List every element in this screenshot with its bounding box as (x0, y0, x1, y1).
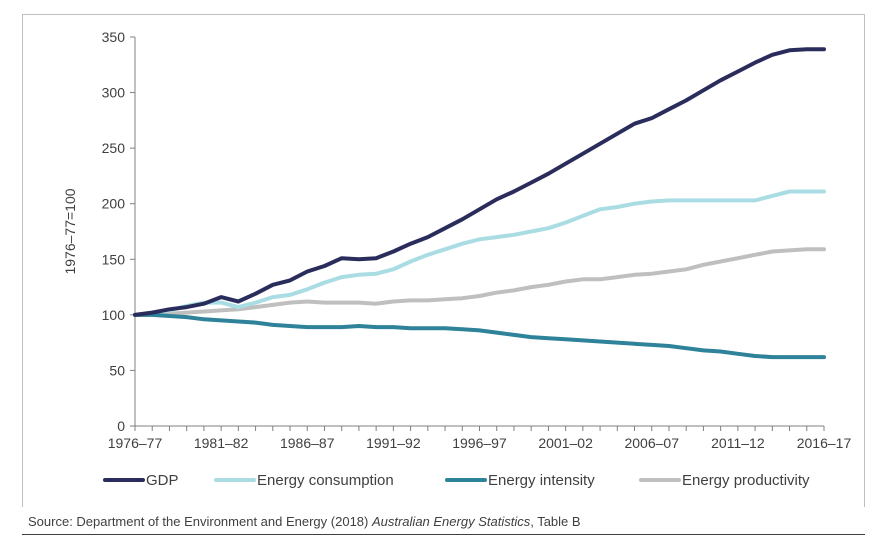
line-chart: 0 50 100 150 200 250 300 350 1976–77 1981–82 1986–… (62, 29, 852, 489)
x-tick-label: 1981–82 (194, 435, 249, 451)
legend-label: Energy intensity (488, 472, 595, 489)
source-note: Source: Department of the Environment an… (28, 514, 581, 529)
y-tick-label: 250 (102, 140, 126, 156)
bottom-rule (22, 534, 865, 535)
y-tick-label: 50 (109, 362, 125, 378)
y-tick-label: 150 (102, 251, 126, 267)
x-tick-label: 2011–12 (711, 435, 765, 451)
y-tick-label: 300 (102, 85, 126, 101)
series-line-gdp (133, 47, 826, 317)
y-tick-label: 200 (102, 196, 126, 212)
x-tick-label: 2001–02 (538, 435, 593, 451)
source-suffix: , Table B (530, 514, 581, 529)
x-tick-label: 1991–92 (366, 435, 421, 451)
x-tick-label: 2016–17 (797, 435, 852, 451)
x-tick-label: 1976–77 (108, 435, 163, 451)
x-tick-label: 1986–87 (280, 435, 335, 451)
source-prefix: Source: Department of the Environment an… (28, 514, 372, 529)
source-title: Australian Energy Statistics (371, 514, 531, 529)
legend-label: GDP (146, 472, 179, 489)
series-line-energy-productivity (133, 247, 826, 317)
y-tick-label: 100 (102, 307, 126, 323)
legend-label: Energy productivity (682, 472, 810, 489)
chart-frame: 0 50 100 150 200 250 300 350 1976–77 1981–82 1986–… (22, 14, 865, 507)
y-tick-label: 350 (102, 29, 126, 45)
y-tick-label: 0 (117, 418, 125, 434)
series-line-energy-intensity (133, 312, 826, 360)
x-tick-label: 1996–97 (452, 435, 507, 451)
x-tick-label: 2006–07 (624, 435, 679, 451)
series-line-energy-consumption (133, 189, 826, 317)
legend-label: Energy consumption (257, 472, 394, 489)
y-axis-label: 1976–77=100 (62, 188, 78, 274)
